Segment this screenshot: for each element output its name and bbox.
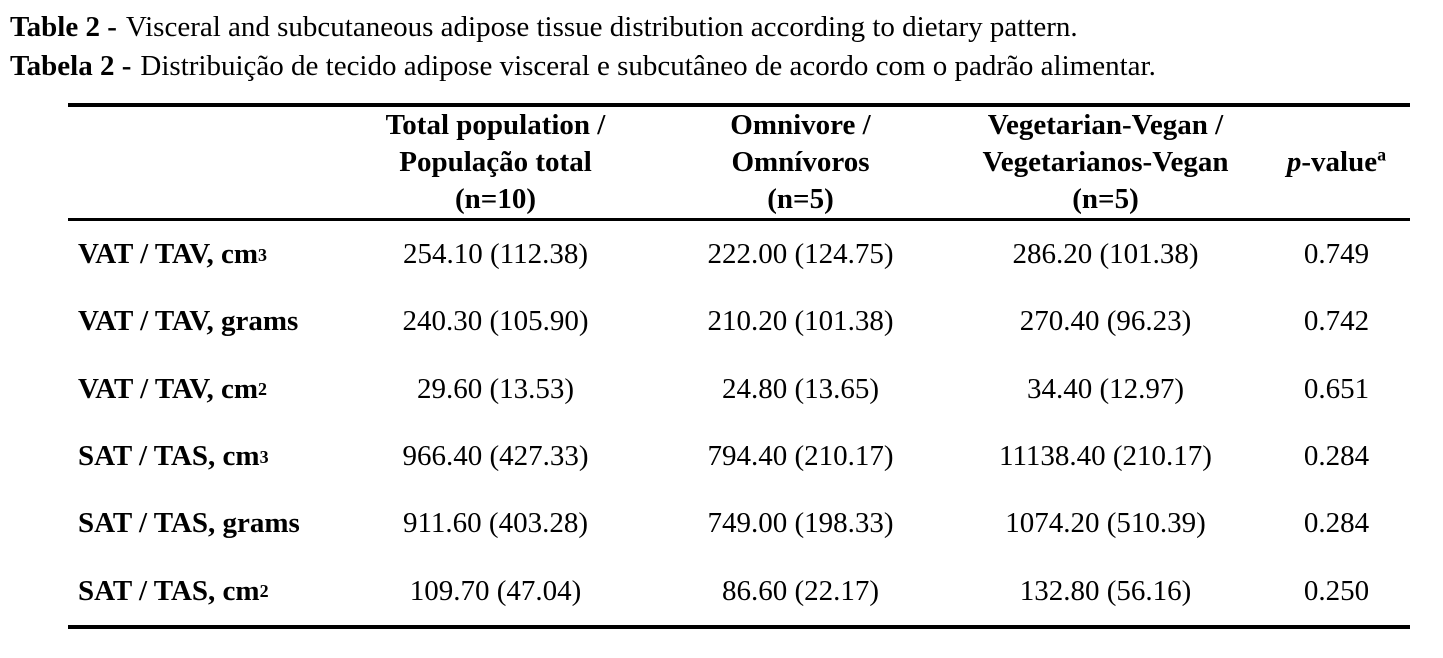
table-header-rule: [68, 218, 1410, 221]
cell-total-population: 29.60 (13.53): [416, 372, 575, 405]
cell-p-value: 0.284: [1303, 507, 1370, 540]
row-label-text: SAT / TAS, cm: [78, 574, 260, 607]
header-stub-cell: [68, 107, 338, 218]
row-label-text: VAT / TAV, cm: [78, 238, 258, 271]
cell-p-value: 0.651: [1303, 372, 1370, 405]
header-vegetarian-vegan-line3: (n=5): [1072, 183, 1139, 215]
row-label-text: VAT / TAV, cm: [78, 372, 258, 405]
header-total-population-line3: (n=10): [455, 183, 536, 215]
cell-vegetarian-vegan: 1074.20 (510.39): [1005, 507, 1206, 540]
cell-omnivore: 210.20 (101.38): [707, 305, 894, 338]
table-row: VAT / TAV, cm 3 254.10 (112.38) 222.00 (1…: [68, 221, 1410, 288]
header-total-population-line1: Total population /: [385, 109, 606, 141]
cell-total-population: 240.30 (105.90): [402, 305, 589, 338]
caption-english-label: Table 2 -: [10, 11, 117, 43]
p-value-footnote-marker: a: [1377, 144, 1387, 165]
table-row: VAT / TAV, cm 2 29.60 (13.53) 24.80 (13.6…: [68, 356, 1410, 423]
table-captions: Table 2 - Visceral and subcutaneous adipo…: [10, 8, 1156, 86]
row-label: VAT / TAV, cm 3: [78, 238, 267, 271]
row-label: VAT / TAV, grams: [68, 288, 338, 355]
cell-omnivore: 749.00 (198.33): [707, 507, 894, 540]
p-value-rest: -value: [1301, 146, 1378, 178]
header-omnivore: Omnivore / Omnívoros (n=5): [653, 107, 948, 218]
cell-vegetarian-vegan: 11138.40 (210.17): [999, 440, 1212, 473]
cell-total-population: 109.70 (47.04): [409, 574, 582, 607]
cell-total-population: 254.10 (112.38): [403, 238, 588, 271]
cell-omnivore: 222.00 (124.75): [707, 238, 894, 271]
caption-portuguese-text: Distribuição de tecido adipose visceral …: [140, 50, 1156, 82]
cell-omnivore: 86.60 (22.17): [721, 574, 880, 607]
row-label: SAT / TAS, grams: [68, 490, 338, 557]
header-omnivore-line1: Omnivore /: [730, 109, 871, 141]
header-vegetarian-vegan-line2: Vegetarianos-Vegan: [982, 146, 1229, 178]
row-label-text: SAT / TAS, cm: [78, 440, 260, 473]
table-bottom-rule: [68, 625, 1410, 629]
row-label-text: VAT / TAV, grams: [78, 305, 299, 338]
row-label: SAT / TAS, cm 3: [78, 440, 269, 473]
header-omnivore-line2: Omnívoros: [731, 146, 870, 178]
p-value-italic-p: p: [1286, 146, 1302, 178]
header-total-population-line2: População total: [399, 146, 592, 178]
row-label-text: SAT / TAS, grams: [78, 507, 300, 540]
cell-p-value: 0.284: [1303, 440, 1370, 473]
caption-english: Table 2 - Visceral and subcutaneous adipo…: [10, 8, 1156, 47]
table-row: SAT / TAS, cm 2 109.70 (47.04) 86.60 (22.…: [68, 558, 1410, 625]
table-header-row: Total population / População total (n=10…: [68, 107, 1410, 218]
table-body: VAT / TAV, cm 3 254.10 (112.38) 222.00 (1…: [68, 221, 1410, 625]
header-vegetarian-vegan: Vegetarian-Vegan / Vegetarianos-Vegan (n…: [948, 107, 1263, 218]
header-p-value: p-valuea: [1263, 107, 1410, 218]
header-vegetarian-vegan-line1: Vegetarian-Vegan /: [987, 109, 1224, 141]
caption-portuguese-label: Tabela 2 -: [10, 50, 132, 82]
caption-portuguese: Tabela 2 - Distribuição de tecido adipose…: [10, 47, 1156, 86]
cell-vegetarian-vegan: 270.40 (96.23): [1019, 305, 1192, 338]
header-omnivore-line3: (n=5): [767, 183, 834, 215]
caption-english-text: Visceral and subcutaneous adipose tissue…: [125, 11, 1078, 43]
cell-vegetarian-vegan: 34.40 (12.97): [1026, 372, 1185, 405]
cell-p-value: 0.742: [1303, 305, 1370, 338]
header-p-value-text: p-valuea: [1263, 144, 1410, 181]
row-label: SAT / TAS, cm 2: [78, 574, 269, 607]
cell-omnivore: 794.40 (210.17): [707, 440, 894, 473]
cell-total-population: 966.40 (427.33): [402, 440, 589, 473]
table-top-rule: [68, 103, 1410, 107]
cell-omnivore: 24.80 (13.65): [721, 372, 880, 405]
cell-vegetarian-vegan: 132.80 (56.16): [1019, 574, 1192, 607]
cell-total-population: 911.60 (403.28): [403, 507, 588, 540]
cell-vegetarian-vegan: 286.20 (101.38): [1012, 238, 1199, 271]
header-total-population: Total population / População total (n=10…: [338, 107, 653, 218]
table-row: VAT / TAV, grams 240.30 (105.90) 210.20 …: [68, 288, 1410, 355]
cell-p-value: 0.250: [1303, 574, 1370, 607]
cell-p-value: 0.749: [1303, 238, 1370, 271]
adipose-distribution-table: Total population / População total (n=10…: [68, 103, 1410, 629]
table-row: SAT / TAS, cm 3 966.40 (427.33) 794.40 (2…: [68, 423, 1410, 490]
row-label: VAT / TAV, cm 2: [78, 372, 267, 405]
table-row: SAT / TAS, grams 911.60 (403.28) 749.00 …: [68, 490, 1410, 557]
